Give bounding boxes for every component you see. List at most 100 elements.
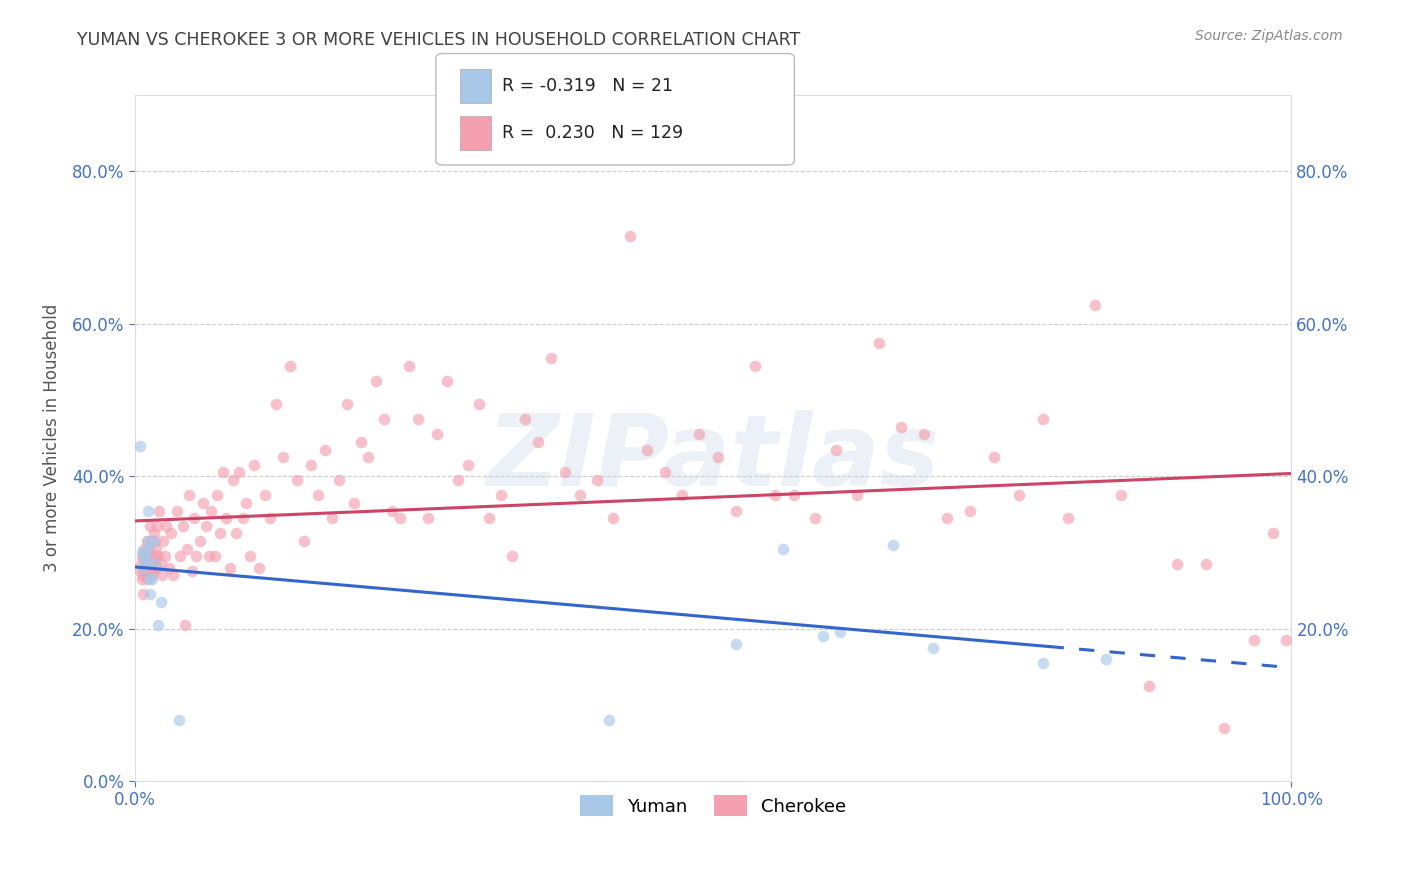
- Point: [1213, 721, 1236, 735]
- Point: [204, 549, 226, 564]
- Point: [328, 473, 350, 487]
- Point: [148, 549, 170, 564]
- Point: [142, 533, 165, 548]
- Point: [408, 412, 430, 426]
- Point: [671, 488, 693, 502]
- Point: [922, 640, 945, 655]
- Y-axis label: 3 or more Vehicles in Household: 3 or more Vehicles in Household: [44, 304, 60, 573]
- Point: [132, 587, 155, 601]
- Point: [143, 557, 166, 571]
- Point: [830, 625, 852, 640]
- Point: [135, 557, 157, 571]
- Point: [1057, 511, 1080, 525]
- Point: [179, 488, 201, 502]
- Point: [135, 565, 157, 579]
- Point: [160, 526, 183, 541]
- Point: [292, 533, 315, 548]
- Point: [1095, 652, 1118, 666]
- Point: [183, 511, 205, 525]
- Point: [478, 511, 501, 525]
- Point: [219, 560, 242, 574]
- Point: [232, 511, 254, 525]
- Legend: Yuman, Cherokee: Yuman, Cherokee: [572, 789, 853, 823]
- Point: [176, 541, 198, 556]
- Point: [145, 549, 167, 564]
- Point: [131, 572, 153, 586]
- Point: [132, 560, 155, 574]
- Point: [228, 466, 250, 480]
- Point: [131, 549, 153, 564]
- Point: [1195, 557, 1218, 571]
- Point: [744, 359, 766, 373]
- Point: [129, 557, 152, 571]
- Point: [725, 503, 748, 517]
- Point: [141, 533, 163, 548]
- Point: [139, 549, 162, 564]
- Point: [513, 412, 536, 426]
- Point: [142, 526, 165, 541]
- Point: [935, 511, 957, 525]
- Point: [155, 518, 177, 533]
- Text: Source: ZipAtlas.com: Source: ZipAtlas.com: [1195, 29, 1343, 43]
- Point: [373, 412, 395, 426]
- Point: [146, 518, 169, 533]
- Point: [136, 568, 159, 582]
- Point: [1007, 488, 1029, 502]
- Point: [143, 553, 166, 567]
- Point: [1243, 633, 1265, 648]
- Point: [314, 442, 336, 457]
- Point: [554, 466, 576, 480]
- Point: [457, 458, 479, 472]
- Point: [253, 488, 276, 502]
- Text: YUMAN VS CHEROKEE 3 OR MORE VEHICLES IN HOUSEHOLD CORRELATION CHART: YUMAN VS CHEROKEE 3 OR MORE VEHICLES IN …: [77, 31, 800, 49]
- Point: [501, 549, 523, 564]
- Point: [381, 503, 404, 517]
- Point: [150, 568, 173, 582]
- Point: [1111, 488, 1133, 502]
- Point: [467, 397, 489, 411]
- Point: [1274, 633, 1296, 648]
- Point: [128, 439, 150, 453]
- Point: [225, 526, 247, 541]
- Point: [569, 488, 592, 502]
- Point: [148, 617, 170, 632]
- Point: [188, 533, 211, 548]
- Point: [602, 511, 624, 525]
- Point: [141, 568, 163, 582]
- Point: [271, 450, 294, 465]
- Point: [1032, 656, 1054, 670]
- Point: [725, 637, 748, 651]
- Point: [194, 518, 217, 533]
- Point: [135, 553, 157, 567]
- Point: [388, 511, 411, 525]
- Text: ZIPatlas: ZIPatlas: [486, 410, 939, 508]
- Point: [180, 565, 202, 579]
- Point: [321, 511, 343, 525]
- Point: [200, 503, 222, 517]
- Point: [436, 374, 458, 388]
- Point: [1084, 298, 1107, 312]
- Point: [349, 434, 371, 449]
- Point: [212, 466, 235, 480]
- Point: [772, 541, 794, 556]
- Point: [489, 488, 512, 502]
- Point: [135, 557, 157, 571]
- Point: [804, 511, 827, 525]
- Point: [134, 565, 156, 579]
- Point: [654, 466, 676, 480]
- Point: [636, 442, 658, 457]
- Point: [149, 557, 172, 571]
- Point: [398, 359, 420, 373]
- Point: [426, 427, 449, 442]
- Point: [783, 488, 806, 502]
- Point: [983, 450, 1005, 465]
- Point: [688, 427, 710, 442]
- Text: R = -0.319   N = 21: R = -0.319 N = 21: [502, 77, 673, 95]
- Point: [707, 450, 730, 465]
- Point: [264, 397, 287, 411]
- Point: [166, 503, 188, 517]
- Point: [132, 568, 155, 582]
- Point: [172, 518, 194, 533]
- Point: [364, 374, 387, 388]
- Point: [1166, 557, 1188, 571]
